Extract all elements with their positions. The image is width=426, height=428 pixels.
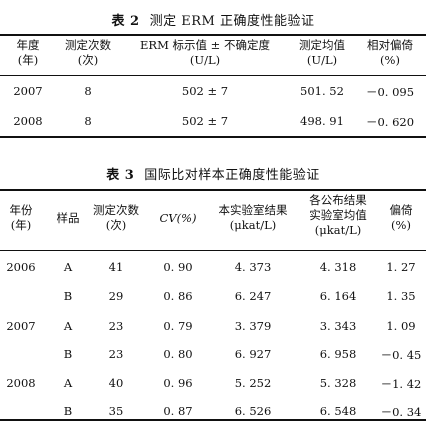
table3-cell: 4. 373	[234, 260, 272, 274]
table3-header-count: 测定次数 (次)	[93, 203, 139, 232]
table2-header-mean: 测定均值 (U/L)	[299, 38, 345, 67]
table3-cell: 41	[108, 260, 124, 274]
table3-header-lab-result: 本实验室结果 (μkat/L)	[218, 203, 288, 232]
table2-cell: 501. 52	[300, 84, 344, 98]
table2-cell: 2008	[13, 114, 43, 128]
table3-cell: 5. 328	[319, 376, 357, 390]
table3-cell: 6. 526	[234, 404, 272, 418]
table3-header-published-mean: 各公布结果 实验室均值 (μkat/L)	[309, 193, 367, 237]
table3-cell: 1. 35	[386, 289, 416, 303]
table3-cell: 6. 164	[319, 289, 357, 303]
table3-cell: 23	[108, 319, 124, 333]
table3-caption: 表 3 国际比对样本正确度性能验证	[0, 164, 426, 183]
table3-cell: 3. 343	[319, 319, 357, 333]
table3-cell: 0. 80	[163, 347, 193, 361]
table2-cell: 8	[84, 114, 92, 128]
table3-cell: A	[63, 376, 73, 390]
table3-cell: 6. 927	[234, 347, 272, 361]
table2-cell: 502 ± 7	[181, 114, 229, 128]
table3-cell: 3. 379	[234, 319, 272, 333]
table3-cell: 1. 27	[386, 260, 416, 274]
table2-cell: 502 ± 7	[181, 84, 229, 98]
table3-header-cv: CV(%)	[159, 211, 197, 225]
table3-cell: 40	[108, 376, 124, 390]
table3-cell: 0. 96	[163, 376, 193, 390]
table3-cell: －1. 42	[380, 377, 422, 391]
table3-cell: B	[63, 289, 73, 303]
table3-cell: 2006	[6, 260, 36, 274]
table3-cell: 35	[108, 404, 124, 418]
table2-bottom-rule	[0, 136, 426, 138]
table3-cell: 0. 79	[163, 319, 193, 333]
table3-header-bias: 偏倚 (%)	[389, 203, 413, 232]
table3-cell: 6. 958	[319, 347, 357, 361]
table3-cell: 6. 548	[319, 404, 357, 418]
table3-cell: －0. 45	[380, 348, 422, 362]
table3-cell: 0. 86	[163, 289, 193, 303]
table3-caption-title: 国际比对样本正确度性能验证	[144, 168, 320, 183]
table3-cell: 0. 87	[163, 404, 193, 418]
table2-caption-number: 表 2	[111, 14, 140, 29]
table3-cell: 1. 09	[386, 319, 416, 333]
table2-top-rule	[0, 34, 426, 36]
table2-header-bias: 相对偏倚 (%)	[367, 38, 413, 67]
table2-header-erm-value: ERM 标示值 ± 不确定度 (U/L)	[140, 38, 270, 67]
table3-caption-number: 表 3	[106, 168, 135, 183]
table2-caption-title: 测定 ERM 正确度性能验证	[149, 14, 315, 29]
table3-cell: A	[63, 260, 73, 274]
table2-header-count: 测定次数 (次)	[65, 38, 111, 67]
table2-cell: 2007	[13, 84, 43, 98]
table3-bottom-rule	[0, 419, 426, 421]
table2-cell: －0. 620	[365, 115, 415, 129]
table3-top-rule	[0, 189, 426, 191]
table3-cell: －0. 34	[380, 405, 422, 419]
table3-cell: 2008	[6, 376, 36, 390]
table2-cell: 8	[84, 84, 92, 98]
table3-cell: 0. 90	[163, 260, 193, 274]
table2-header-year: 年度 (年)	[16, 38, 40, 67]
table2-cell: 498. 91	[300, 114, 344, 128]
table3-header-rule	[0, 250, 426, 251]
table3-cell: 6. 247	[234, 289, 272, 303]
table3-cell: B	[63, 347, 73, 361]
table3-header-sample: 样品	[56, 211, 80, 225]
table2-caption: 表 2 测定 ERM 正确度性能验证	[0, 10, 426, 29]
table2-cell: －0. 095	[365, 85, 415, 99]
table3-cell: 23	[108, 347, 124, 361]
table3-cell: 29	[108, 289, 124, 303]
table3-cell: 2007	[6, 319, 36, 333]
table3-cell: 5. 252	[234, 376, 272, 390]
table2-header-rule	[0, 75, 426, 76]
table3-header-year: 年份 (年)	[9, 203, 33, 232]
table3-cell: B	[63, 404, 73, 418]
table3-cell: 4. 318	[319, 260, 357, 274]
table3-cell: A	[63, 319, 73, 333]
